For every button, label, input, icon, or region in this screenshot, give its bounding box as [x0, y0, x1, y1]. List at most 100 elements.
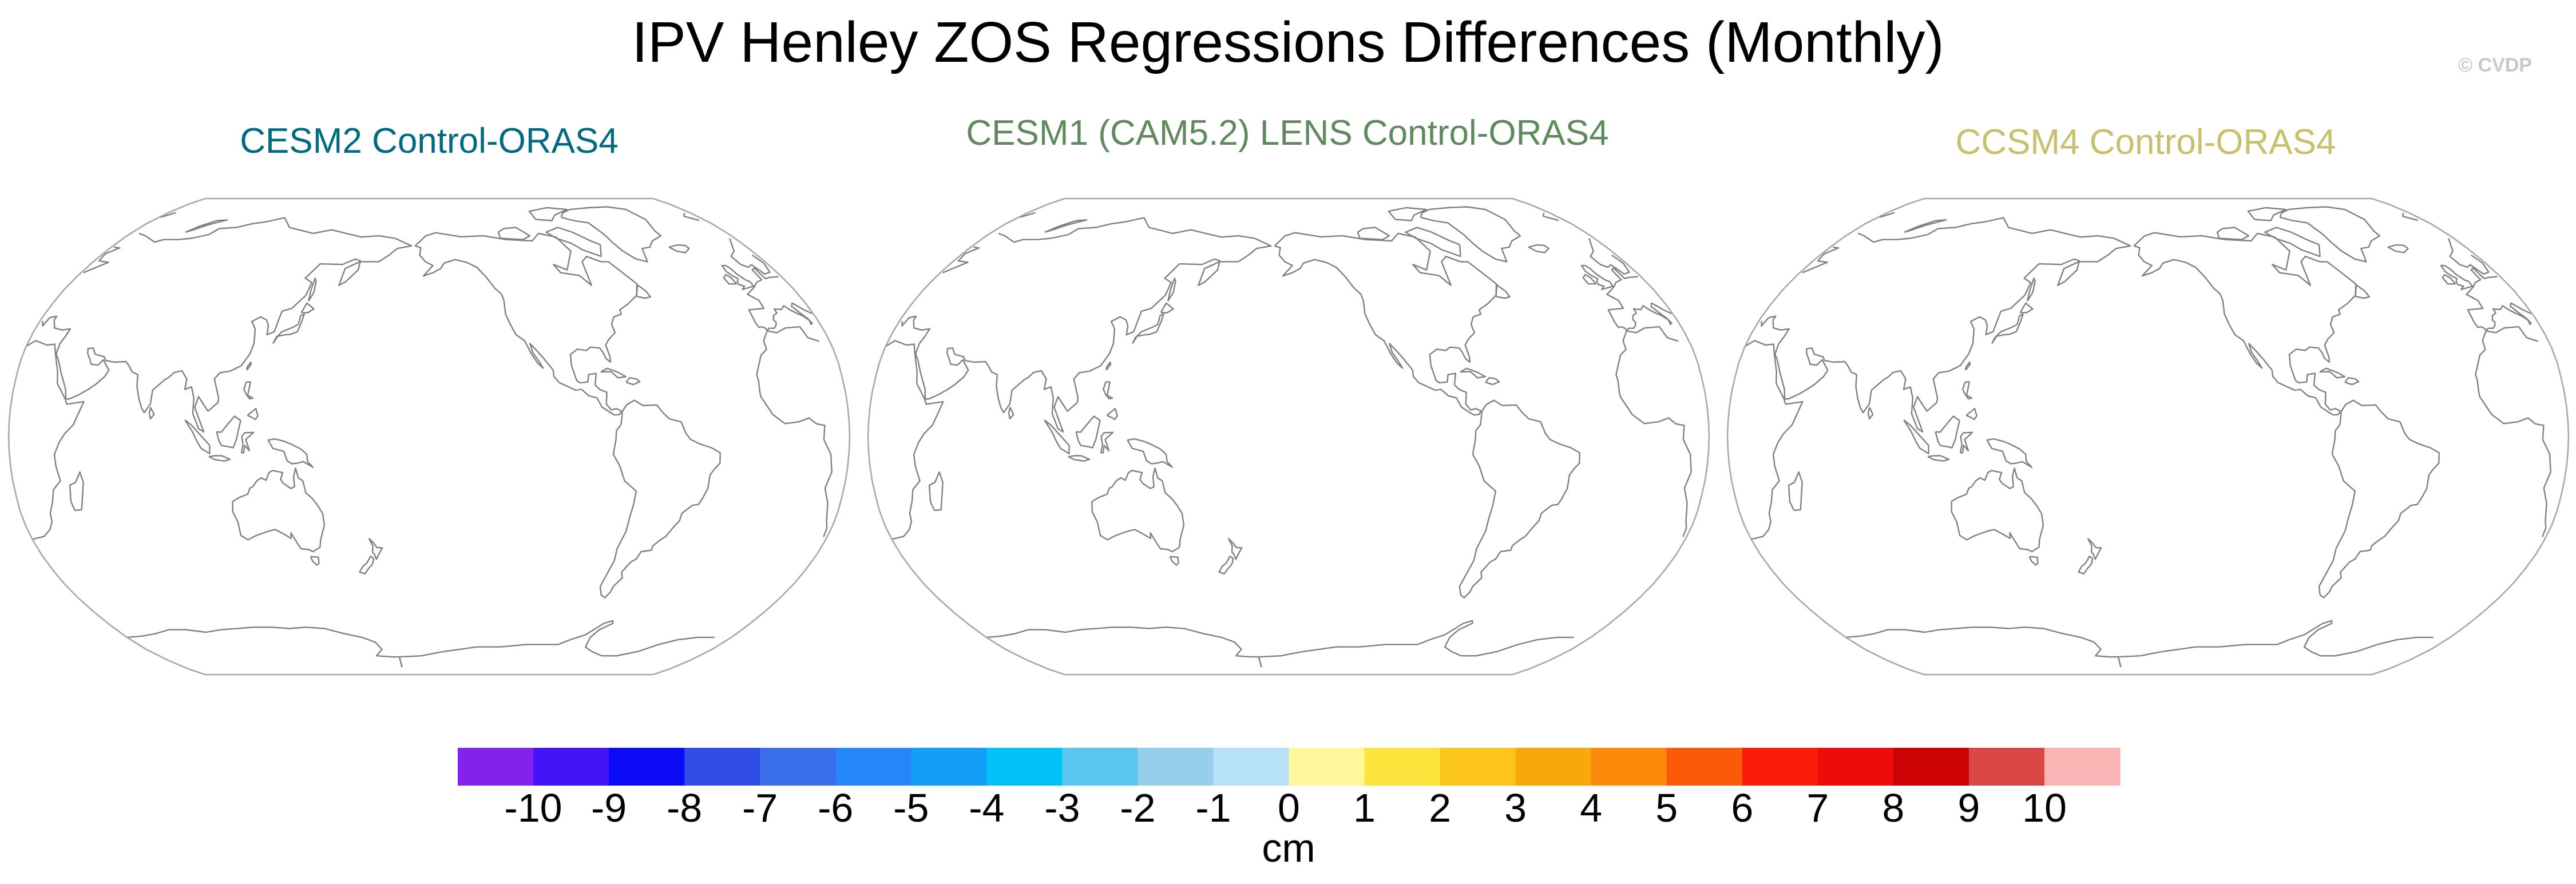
coastline — [1580, 264, 1614, 291]
colorbar-box — [684, 748, 760, 786]
coastline — [2474, 302, 2532, 331]
coastline — [216, 415, 241, 449]
coastline — [310, 556, 320, 566]
coastline — [1802, 246, 1840, 273]
page-title: IPV Henley ZOS Regressions Differences (… — [632, 10, 1944, 74]
coastline — [1106, 407, 1118, 421]
colorbar-box — [1138, 748, 1214, 786]
coastline — [755, 302, 813, 331]
coastline — [1927, 455, 1950, 462]
coastline — [756, 326, 819, 394]
coastline — [1103, 381, 1113, 400]
coastline — [2478, 393, 2551, 537]
coastline — [545, 227, 602, 257]
coastline — [1965, 407, 1977, 421]
coastline — [986, 627, 1262, 668]
colorbar-tick-label: 1 — [1353, 786, 1376, 830]
coastline — [1867, 407, 1874, 420]
coastline — [1357, 227, 1390, 240]
coastline — [1218, 555, 1234, 574]
coastline — [885, 340, 944, 540]
coastline — [148, 407, 155, 420]
coastline — [1105, 361, 1112, 371]
colorbar-box — [1591, 748, 1667, 786]
coastline — [240, 431, 255, 454]
colorbar-box — [1742, 748, 1818, 786]
coastline — [232, 467, 326, 553]
colorbar-box — [2044, 748, 2121, 786]
colorbar-tick-label: -7 — [742, 786, 778, 830]
coastline — [26, 340, 85, 540]
colorbar-tick-label: 0 — [1278, 786, 1300, 830]
coastline — [359, 555, 375, 574]
coastline — [1614, 302, 1673, 331]
coastline — [1274, 232, 1497, 416]
coastline — [2442, 273, 2456, 285]
colorbar-tick-label: 5 — [1655, 786, 1678, 830]
coastlines — [1745, 206, 2551, 668]
map-outline — [1726, 197, 2570, 676]
coastline — [2216, 227, 2250, 240]
coastline — [721, 264, 754, 291]
colorbar-box — [458, 748, 534, 786]
coastline — [625, 377, 641, 386]
coastline — [2475, 326, 2538, 394]
coastline — [1132, 313, 1164, 344]
coastline — [272, 313, 305, 344]
colorbar-tick-label: -8 — [666, 786, 703, 830]
colorbar-tick-label: 3 — [1504, 786, 1527, 830]
coastline — [942, 246, 980, 273]
coastline — [246, 361, 252, 371]
coastline — [1388, 207, 1427, 221]
colorbar-tick-label: -2 — [1120, 786, 1156, 830]
map-panel-cesm1 — [867, 197, 1710, 676]
coastline — [1528, 244, 1549, 253]
coastline — [243, 381, 254, 400]
coastline — [2078, 555, 2094, 574]
coastline — [1543, 215, 1559, 221]
coastline — [1044, 219, 1088, 233]
coastline — [1951, 467, 2044, 553]
colorbar-box — [1968, 748, 2045, 786]
coastline — [901, 217, 1272, 433]
coastline — [2387, 244, 2409, 253]
coastline — [1965, 361, 1971, 371]
colorbar-tick-label: -3 — [1044, 786, 1080, 830]
coastline — [126, 627, 403, 668]
coastline — [1420, 206, 1521, 263]
coastline — [723, 273, 738, 285]
colorbar-tick-label: 7 — [1806, 786, 1829, 830]
coastline — [1127, 438, 1174, 468]
colorbar-tick-label: -10 — [504, 786, 562, 830]
colorbar-box — [1893, 748, 1969, 786]
coastline — [1169, 556, 1179, 566]
map-outline — [867, 197, 1710, 676]
coastline — [2264, 227, 2321, 257]
coastline — [1091, 467, 1185, 553]
colorbar-tick-label: -6 — [818, 786, 854, 830]
coastlines — [26, 206, 833, 668]
coastline — [2402, 215, 2419, 221]
map-outline — [7, 197, 851, 676]
colorbar-box — [1817, 748, 1894, 786]
coastline — [1761, 217, 2131, 433]
coastline — [42, 217, 413, 433]
coastline — [1227, 538, 1243, 560]
colorbar-tick-label: 8 — [1882, 786, 1905, 830]
coastline — [398, 620, 715, 668]
coastline — [1986, 438, 2033, 468]
colorbar-box — [533, 748, 609, 786]
coastline — [2019, 302, 2034, 314]
colorbar-tick-label: 9 — [1957, 786, 1980, 830]
coastline — [1788, 471, 1803, 512]
coastline — [2087, 538, 2102, 560]
coastline — [2319, 367, 2346, 379]
coastline — [208, 455, 231, 462]
colorbar-tick-label: 4 — [1580, 786, 1603, 830]
coastline — [1582, 273, 1597, 285]
coastline — [1460, 367, 1487, 379]
coastline — [414, 232, 638, 416]
coastline — [560, 206, 662, 263]
coastline — [267, 438, 314, 468]
colorbar-box — [1440, 748, 1516, 786]
